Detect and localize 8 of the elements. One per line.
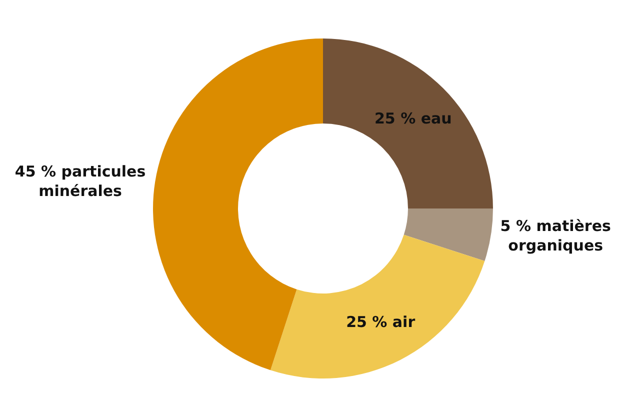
data-label: 25 % eau [374,109,452,128]
donut-slice [153,38,323,370]
donut-slice [323,38,493,208]
data-label: 45 % particules minérales [14,162,146,200]
data-label: 5 % matières organiques [500,216,611,254]
data-label: 25 % air [346,313,416,332]
donut-slice [270,234,485,378]
donut-slice [404,208,493,262]
